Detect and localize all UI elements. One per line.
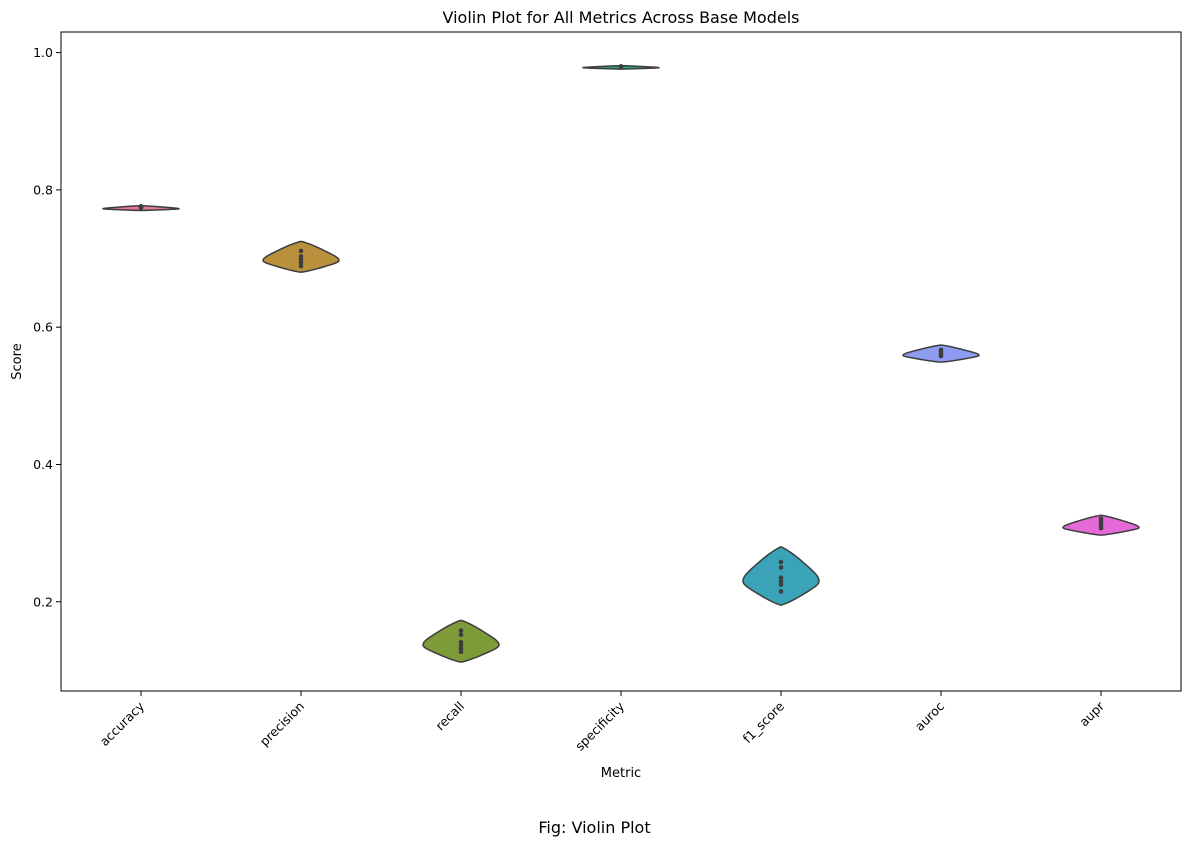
x-tick-label: auroc — [912, 698, 947, 733]
chart-svg: Violin Plot for All Metrics Across Base … — [10, 8, 1182, 781]
y-tick-label: 0.2 — [33, 594, 53, 609]
violin-point — [778, 578, 784, 584]
x-tick-label: specificity — [572, 698, 628, 754]
violin-point — [298, 254, 304, 259]
violin-point — [458, 632, 464, 638]
x-tick-label: recall — [432, 699, 467, 734]
violin-point — [778, 565, 784, 570]
y-tick-label: 0.6 — [33, 320, 53, 335]
x-ticks-layer: accuracy precision recall specificity f1_sco… — [97, 691, 1108, 754]
y-axis-label: Score — [10, 343, 25, 379]
violins-layer — [102, 64, 1140, 663]
x-tick-label: aupr — [1076, 698, 1107, 729]
violin-point — [1098, 516, 1104, 521]
violin-point — [618, 64, 624, 69]
violin-point — [778, 582, 784, 587]
violin-point — [138, 204, 144, 209]
x-tick-label: f1_score — [740, 698, 788, 746]
x-axis-label: Metric — [601, 766, 641, 781]
x-tick-label: precision — [257, 699, 307, 749]
violin-point — [938, 347, 944, 353]
violin-point — [458, 649, 464, 655]
plot-frame — [60, 31, 1182, 692]
y-tick-label: 0.8 — [33, 182, 53, 197]
violin-point — [458, 646, 464, 651]
violin-point — [778, 589, 784, 594]
y-tick-label: 0.4 — [33, 457, 53, 472]
violin-point — [778, 559, 784, 565]
violin-point — [298, 248, 304, 254]
violin-point — [298, 260, 304, 265]
violin-point — [458, 628, 464, 633]
x-tick-label: accuracy — [97, 698, 148, 749]
violin-point — [458, 639, 464, 645]
violin-chart: Violin Plot for All Metrics Across Base … — [10, 8, 1182, 781]
y-tick-label: 1.0 — [33, 45, 53, 60]
y-ticks-layer: 0.2 0.4 0.6 0.8 1.0 — [33, 45, 61, 609]
figure-caption: Fig: Violin Plot — [538, 818, 651, 837]
violin-point — [778, 575, 784, 581]
chart-title: Violin Plot for All Metrics Across Base … — [442, 8, 799, 27]
violin-point — [298, 263, 304, 269]
